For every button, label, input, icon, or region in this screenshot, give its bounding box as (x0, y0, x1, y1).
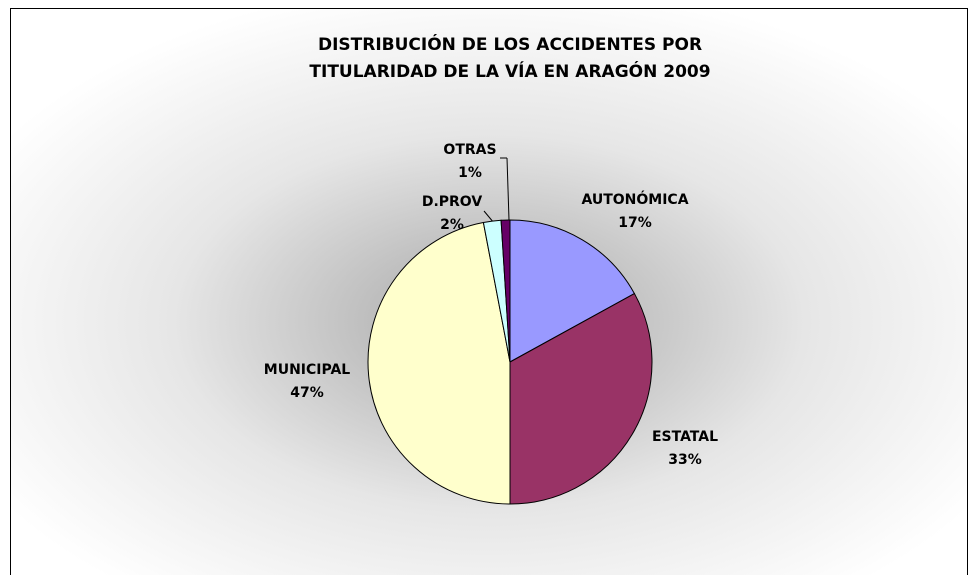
slice-label: OTRAS (443, 142, 496, 158)
pie-slice (500, 219, 511, 363)
pie-slice (509, 292, 653, 505)
slice-label: D.PROV (422, 194, 483, 210)
slice-label: ESTATAL (652, 429, 718, 445)
slice-label: AUTONÓMICA (581, 190, 688, 208)
pie (367, 219, 653, 505)
chart-title: TITULARIDAD DE LA VÍA EN ARAGÓN 2009 (309, 60, 710, 82)
pie-slice (367, 221, 511, 505)
pie-slice (509, 219, 636, 363)
slice-value: 33% (668, 452, 702, 468)
leader-line (506, 157, 510, 221)
slice-value: 2% (440, 217, 464, 233)
slice-value: 47% (290, 385, 324, 401)
slice-value: 17% (618, 215, 652, 231)
labels: AUTONÓMICA 17% ESTATAL 33% MUNICIPAL 47% D.PRO… (264, 142, 718, 468)
chart-title: DISTRIBUCIÓN DE LOS ACCIDENTES POR (318, 33, 702, 55)
slice-label: MUNICIPAL (264, 362, 351, 378)
slice-value: 1% (458, 165, 482, 181)
